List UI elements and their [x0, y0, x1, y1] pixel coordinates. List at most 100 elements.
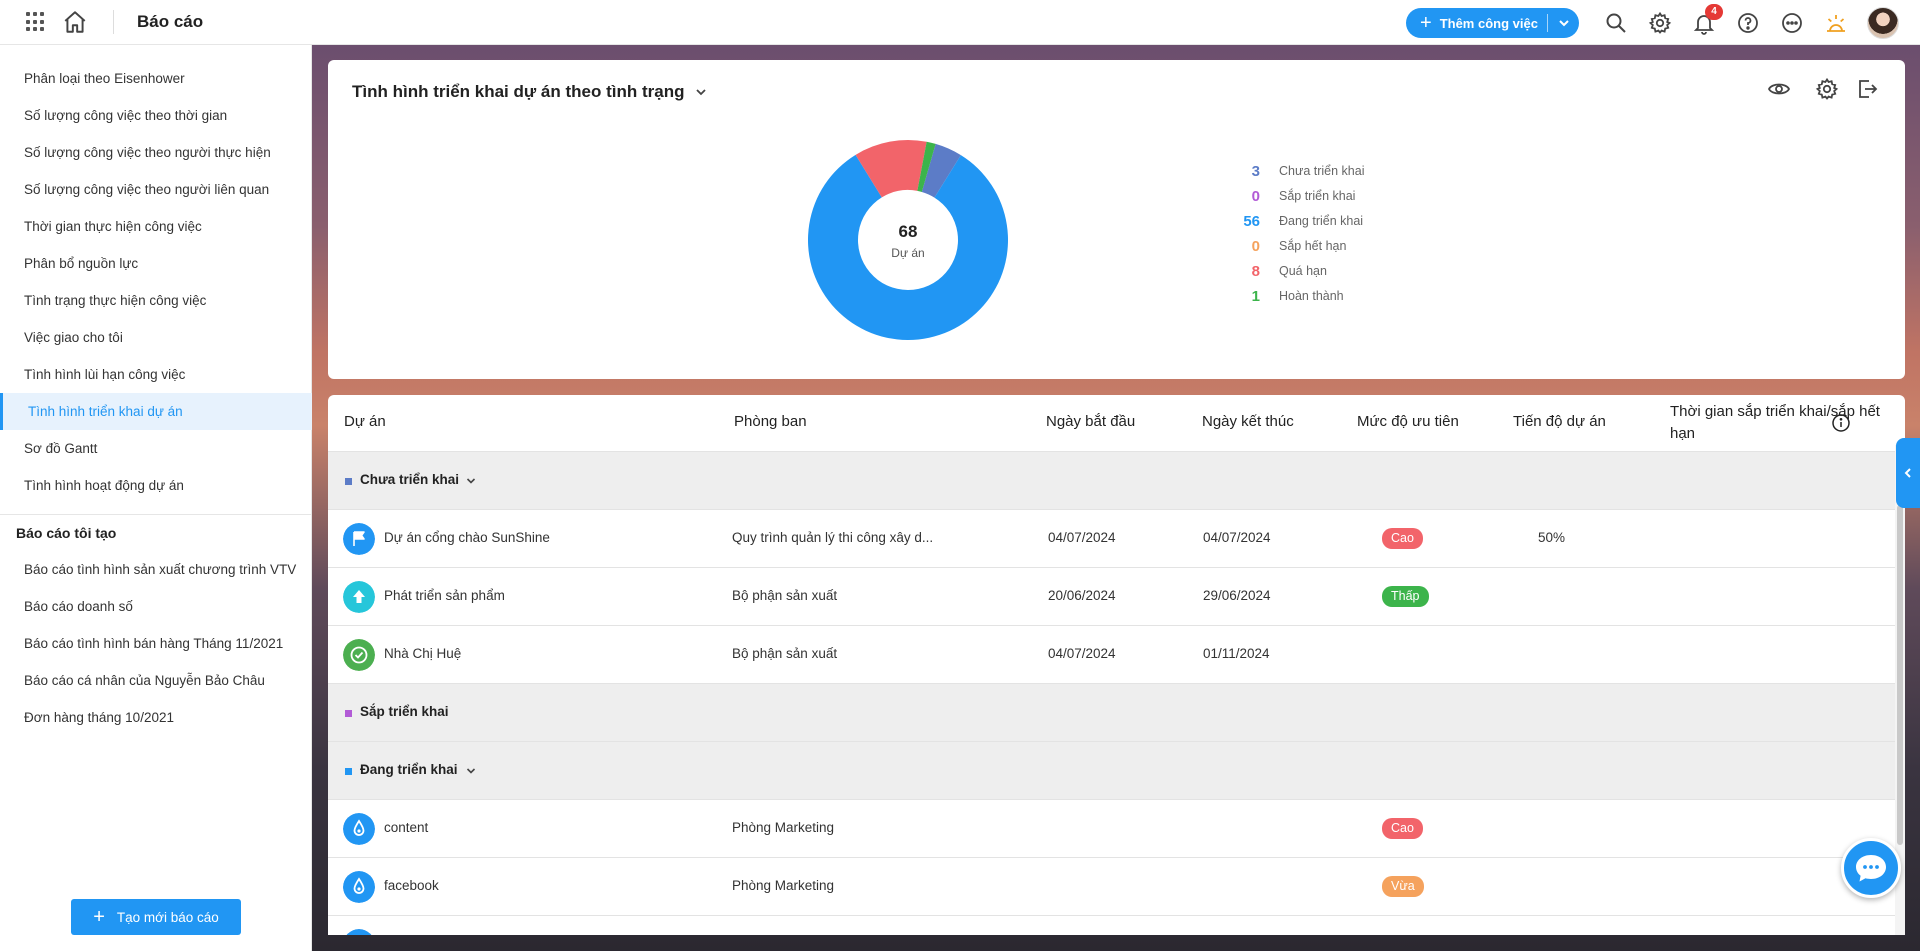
- column-header-project[interactable]: Dự án: [344, 413, 386, 430]
- sidebar: Phân loại theo Eisenhower Số lượng công …: [0, 45, 312, 951]
- drop-icon: [343, 871, 375, 903]
- donut-chart: 68 Dự án: [808, 140, 1008, 341]
- table-row[interactable]: [328, 915, 1895, 935]
- more-icon[interactable]: [1780, 11, 1804, 35]
- priority-badge: Vừa: [1382, 876, 1424, 897]
- my-report-item[interactable]: Báo cáo tình hình bán hàng Tháng 11/2021: [24, 636, 284, 651]
- project-name[interactable]: Nhà Chị Huệ: [384, 646, 462, 661]
- table-row[interactable]: Dự án cổng chào SunShine Quy trình quản …: [328, 509, 1895, 567]
- export-icon[interactable]: [1855, 77, 1879, 101]
- project-name[interactable]: content: [384, 820, 429, 835]
- sidebar-item-project-activity[interactable]: Tình hình hoạt động dự án: [24, 478, 184, 493]
- group-row-in-progress[interactable]: Đang triển khai: [328, 741, 1895, 799]
- legend-item[interactable]: 0 Sắp triển khai: [1220, 186, 1356, 206]
- column-header-progress[interactable]: Tiến độ dự án: [1513, 413, 1606, 430]
- table-scrollbar-thumb[interactable]: [1897, 505, 1903, 845]
- plus-icon: +: [93, 906, 105, 928]
- legend-label: Chưa triển khai: [1279, 164, 1365, 178]
- sidebar-divider: [0, 514, 312, 515]
- sidebar-item-deadline-extensions[interactable]: Tình hình lùi hạn công việc: [24, 367, 186, 382]
- sidebar-item-task-duration[interactable]: Thời gian thực hiện công việc: [24, 219, 202, 234]
- group-label: Sắp triển khai: [360, 704, 449, 719]
- donut-slice-5[interactable]: [917, 141, 936, 192]
- button-divider: [1547, 14, 1548, 32]
- column-header-end-date[interactable]: Ngày kết thúc: [1202, 413, 1294, 430]
- chart-card: Tình hình triển khai dự án theo tình trạ…: [328, 60, 1905, 379]
- apps-grid-icon[interactable]: [26, 12, 46, 32]
- column-header-upcoming-time[interactable]: Thời gian sắp triển khai/sắp hết hạn: [1670, 403, 1880, 442]
- side-panel-toggle[interactable]: [1896, 438, 1920, 508]
- donut-slice-4[interactable]: [855, 140, 927, 198]
- check-circle-icon: [343, 639, 375, 671]
- group-label: Chưa triển khai: [360, 472, 460, 487]
- end-date: 29/06/2024: [1203, 588, 1271, 603]
- donut-center-value: 68: [899, 222, 918, 241]
- help-icon[interactable]: [1736, 11, 1760, 35]
- upload-icon: [343, 581, 375, 613]
- column-header-priority[interactable]: Mức độ ưu tiên: [1357, 413, 1459, 430]
- user-avatar[interactable]: [1867, 7, 1899, 39]
- add-task-button[interactable]: + Thêm công việc: [1406, 8, 1579, 38]
- sidebar-item-tasks-by-assignee[interactable]: Số lượng công việc theo người thực hiện: [24, 145, 271, 160]
- sidebar-item-task-status[interactable]: Tình trạng thực hiện công việc: [24, 293, 207, 308]
- legend-item[interactable]: 56 Đang triển khai: [1220, 211, 1363, 231]
- group-color-marker: [345, 710, 352, 717]
- donut-slice-2[interactable]: [808, 154, 1008, 341]
- my-report-item[interactable]: Báo cáo cá nhân của Nguyễn Bảo Châu: [24, 673, 265, 688]
- chart-title[interactable]: Tình hình triển khai dự án theo tình trạ…: [352, 82, 708, 102]
- sidebar-item-tasks-by-related[interactable]: Số lượng công việc theo người liên quan: [24, 182, 270, 197]
- legend-item[interactable]: 1 Hoàn thành: [1220, 286, 1344, 306]
- column-header-department[interactable]: Phòng ban: [734, 413, 807, 430]
- column-header-start-date[interactable]: Ngày bắt đầu: [1046, 413, 1136, 430]
- table-row[interactable]: Nhà Chị Huệ Bộ phận sản xuất 04/07/2024 …: [328, 625, 1895, 683]
- group-row-upcoming[interactable]: Sắp triển khai: [328, 683, 1895, 741]
- home-icon[interactable]: [62, 9, 88, 35]
- sidebar-item-tasks-by-time[interactable]: Số lượng công việc theo thời gian: [24, 108, 228, 123]
- legend-item[interactable]: 0 Sắp hết hạn: [1220, 236, 1347, 256]
- department: Bộ phận sản xuất: [732, 588, 838, 603]
- start-date: 04/07/2024: [1048, 530, 1116, 545]
- eye-icon[interactable]: [1767, 77, 1791, 101]
- department: Bộ phận sản xuất: [732, 646, 838, 661]
- donut-slice-0[interactable]: [921, 143, 961, 198]
- project-table: Dự án Phòng ban Ngày bắt đầu Ngày kết th…: [328, 395, 1905, 935]
- project-name[interactable]: facebook: [384, 878, 439, 893]
- my-report-item[interactable]: Báo cáo tình hình sản xuất chương trình …: [24, 562, 297, 577]
- chevron-down-icon[interactable]: [1556, 14, 1572, 32]
- chevron-down-icon[interactable]: [694, 85, 708, 99]
- legend-item[interactable]: 8 Quá hạn: [1220, 261, 1327, 281]
- chevron-down-icon[interactable]: [464, 474, 478, 488]
- info-icon[interactable]: [1831, 413, 1851, 433]
- priority-badge: Thấp: [1382, 586, 1429, 607]
- chat-button[interactable]: [1841, 838, 1901, 898]
- legend-label: Hoàn thành: [1279, 289, 1344, 303]
- table-row[interactable]: Phát triển sản phẩm Bộ phận sản xuất 20/…: [328, 567, 1895, 625]
- legend-value: 0: [1251, 237, 1260, 255]
- end-date: 01/11/2024: [1203, 646, 1270, 661]
- search-icon[interactable]: [1604, 11, 1628, 35]
- legend-item[interactable]: 3 Chưa triển khai: [1220, 161, 1365, 181]
- project-name[interactable]: Phát triển sản phẩm: [384, 588, 505, 603]
- sidebar-item-gantt[interactable]: Sơ đồ Gantt: [24, 441, 98, 456]
- my-report-item[interactable]: Báo cáo doanh số: [24, 599, 133, 614]
- gear-icon[interactable]: [1815, 77, 1839, 101]
- sun-badge-icon[interactable]: [1824, 11, 1848, 35]
- legend-label: Quá hạn: [1279, 264, 1327, 278]
- project-name[interactable]: Dự án cổng chào SunShine: [384, 530, 550, 545]
- group-label: Đang triển khai: [360, 762, 458, 777]
- my-report-item[interactable]: Đơn hàng tháng 10/2021: [24, 710, 174, 725]
- drop-icon: [346, 929, 372, 935]
- gear-icon[interactable]: [1648, 11, 1672, 35]
- table-row[interactable]: facebook Phòng Marketing Vừa: [328, 857, 1895, 915]
- sidebar-item-project-deployment[interactable]: Tình hình triển khai dự án: [0, 393, 312, 430]
- sidebar-item-eisenhower[interactable]: Phân loại theo Eisenhower: [24, 71, 185, 86]
- table-row[interactable]: content Phòng Marketing Cao: [328, 799, 1895, 857]
- create-report-button[interactable]: + Tạo mới báo cáo: [71, 899, 241, 935]
- legend-value: 3: [1251, 162, 1260, 180]
- group-row-not-started[interactable]: Chưa triển khai: [328, 451, 1895, 509]
- department: Phòng Marketing: [732, 878, 835, 893]
- end-date: 04/07/2024: [1203, 530, 1271, 545]
- sidebar-item-resource-allocation[interactable]: Phân bổ nguồn lực: [24, 256, 139, 271]
- sidebar-item-assigned-to-me[interactable]: Việc giao cho tôi: [24, 330, 123, 345]
- chevron-down-icon[interactable]: [464, 764, 478, 778]
